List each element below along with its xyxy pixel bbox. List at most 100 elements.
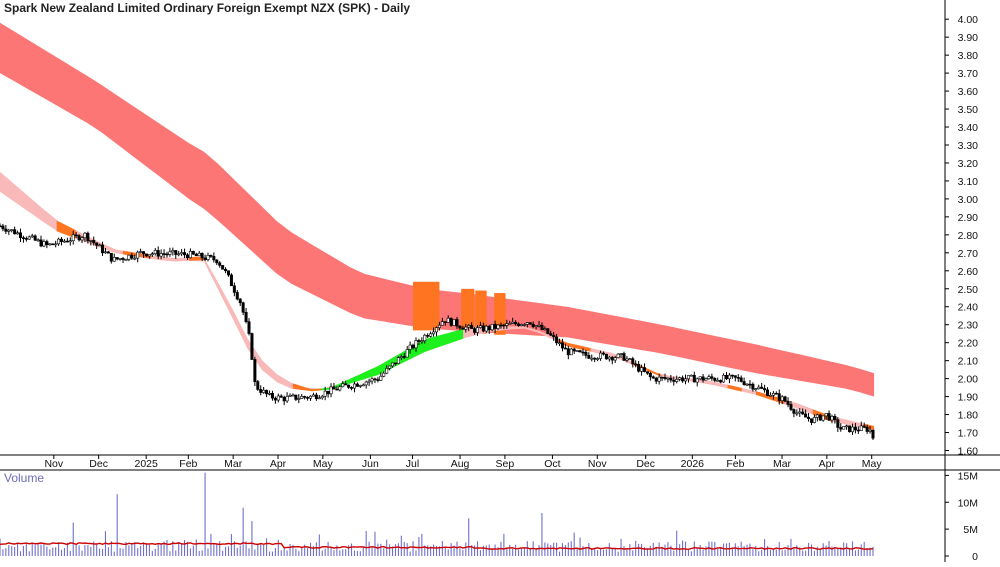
candle-body-41	[118, 258, 122, 260]
candle-body-187	[546, 328, 550, 334]
candle-body-103	[300, 396, 304, 399]
candle-body-219	[640, 367, 644, 372]
candle-body-117	[341, 383, 345, 388]
candle-body-218	[637, 363, 641, 372]
candle-body-64	[185, 254, 189, 259]
candle-body-272	[795, 412, 799, 415]
candle-body-102	[297, 398, 301, 400]
candle-body-38	[109, 252, 113, 262]
candle-body-223	[651, 376, 655, 379]
candle-body-60	[174, 250, 178, 255]
candle-body-24	[68, 240, 72, 243]
candle-body-39	[112, 257, 116, 262]
candle-body-289	[845, 425, 849, 428]
candle-body-266	[777, 393, 781, 401]
candle-body-35	[101, 244, 105, 254]
candle-body-127	[370, 378, 374, 382]
y-tick-label-20: 2.00	[958, 374, 979, 386]
candle-body-189	[552, 334, 556, 338]
candle-body-278	[812, 417, 816, 423]
candle-body-14	[39, 239, 43, 247]
candle-body-67	[194, 253, 198, 257]
candle-body-238	[695, 378, 699, 383]
candle-body-58	[168, 251, 172, 255]
candle-body-122	[355, 383, 359, 387]
candle-body-227	[663, 376, 667, 379]
candle-body-113	[329, 386, 333, 395]
candle-body-239	[698, 376, 702, 380]
candle-body-53	[153, 250, 157, 254]
candle-body-271	[792, 409, 796, 414]
candle-body-210	[613, 357, 617, 361]
y-tick-label-16: 2.40	[958, 302, 979, 314]
candle-body-243	[710, 376, 714, 379]
y-tick-label-24: 1.60	[958, 446, 979, 458]
candle-body-153	[446, 317, 450, 323]
candle-body-173	[505, 323, 509, 326]
candle-body-11	[30, 235, 34, 238]
candle-body-180	[525, 322, 529, 325]
candle-body-96	[279, 395, 283, 398]
candle-body-51	[147, 254, 151, 257]
short-band-signal-2	[189, 256, 204, 261]
candle-body-20	[57, 238, 61, 245]
candle-body-209	[610, 356, 614, 361]
candle-body-50	[144, 253, 148, 257]
candle-body-158	[461, 327, 465, 330]
candle-body-12	[33, 235, 37, 241]
candle-body-101	[294, 394, 298, 400]
candle-body-54	[156, 250, 160, 257]
x-tick-label-16: Mar	[773, 458, 792, 470]
candle-body-235	[686, 375, 690, 380]
volume-panel: 15M 10M 5M 0	[0, 470, 978, 563]
candle-body-125	[364, 381, 368, 386]
candle-body-155	[452, 319, 456, 326]
candle-body-59	[171, 250, 175, 253]
x-tick-label-5: Apr	[270, 458, 287, 470]
candle-body-279	[815, 414, 819, 418]
x-tick-label-12: Nov	[588, 458, 607, 470]
candle-body-31	[89, 240, 93, 242]
long-band-signal-2	[475, 290, 487, 334]
y-tick-label-3: 3.70	[958, 68, 979, 80]
candle-body-128	[373, 378, 377, 381]
short-band-signal-6	[727, 384, 742, 392]
candle-body-2	[4, 228, 8, 232]
candle-body-26	[74, 234, 78, 237]
candle-body-0	[0, 225, 2, 228]
candle-body-91	[265, 389, 269, 395]
candle-body-1	[1, 225, 5, 230]
candle-body-277	[809, 418, 813, 423]
candle-body-198	[578, 350, 582, 353]
candle-body-260	[760, 386, 764, 389]
candle-body-241	[704, 378, 708, 381]
candle-body-48	[139, 251, 143, 253]
candle-body-201	[587, 355, 591, 359]
candle-body-232	[678, 377, 682, 380]
candle-body-21	[60, 238, 64, 242]
candle-body-46	[133, 257, 137, 260]
candle-body-291	[850, 426, 854, 433]
candle-body-105	[306, 397, 310, 399]
candle-body-44	[127, 254, 131, 260]
candle-body-280	[818, 414, 822, 421]
candle-body-57	[165, 253, 169, 256]
y-tick-label-4: 3.60	[958, 86, 979, 98]
candle-body-165	[481, 325, 485, 332]
candle-body-224	[654, 377, 658, 382]
candle-body-267	[780, 396, 784, 401]
candle-body-49	[142, 251, 146, 255]
candle-body-114	[332, 386, 336, 390]
candle-body-179	[522, 324, 526, 326]
candle-body-8	[21, 237, 25, 239]
candle-body-211	[616, 353, 620, 358]
candle-body-157	[458, 325, 462, 329]
candle-body-34	[98, 244, 102, 247]
candle-body-287	[839, 427, 843, 430]
candle-body-285	[833, 415, 837, 421]
candle-body-176	[514, 321, 518, 325]
candle-body-282	[824, 413, 828, 417]
candle-body-7	[19, 232, 23, 238]
volume-tick-label-2: 5M	[963, 524, 978, 536]
